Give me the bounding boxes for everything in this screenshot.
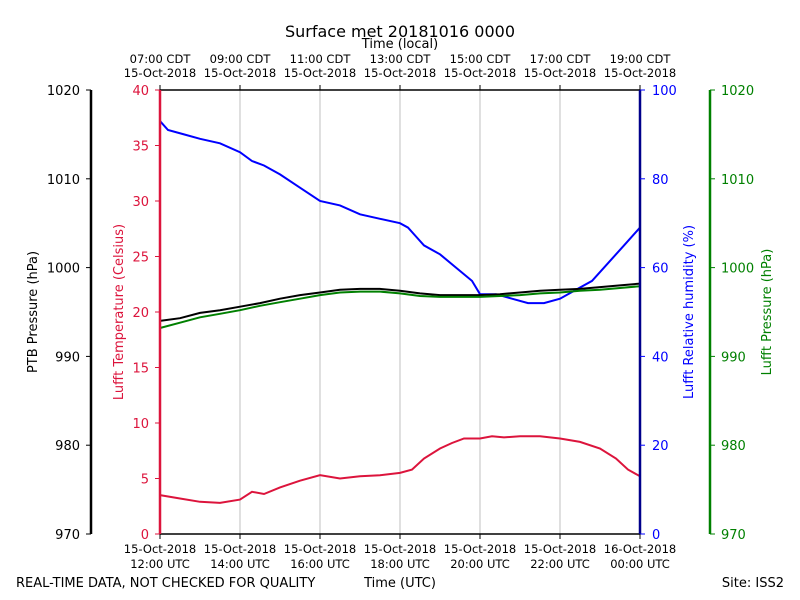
local-date-label: 15-Oct-2018	[284, 66, 356, 80]
temperature-tick-label: 25	[132, 251, 149, 266]
ptb-pressure-line	[159, 282, 641, 322]
plot-frame	[89, 89, 712, 535]
utc-date-label: 16-Oct-2018	[604, 542, 676, 556]
local-date-label: 15-Oct-2018	[444, 66, 516, 80]
ptb-pressure-axis-label: PTB Pressure (hPa)	[26, 251, 41, 373]
temperature-tick-label: 15	[132, 362, 149, 377]
temperature-tick-label: 35	[132, 140, 149, 155]
lufft-relative-humidity-line	[159, 120, 641, 305]
lufft_pressure-tick-label: 1000	[721, 262, 754, 277]
humidity-tick-label: 80	[652, 173, 669, 188]
ptb_pressure-tick-label: 1020	[47, 84, 80, 99]
utc-time-label: 00:00 UTC	[610, 557, 670, 571]
ptb_pressure-tick-label: 1010	[47, 173, 80, 188]
bottom-axis-title: Time (UTC)	[363, 576, 436, 591]
lufft-pressure-line	[159, 285, 641, 329]
utc-time-label: 12:00 UTC	[130, 557, 190, 571]
ptb_pressure-tick-label: 990	[55, 350, 80, 365]
local-time-label: 11:00 CDT	[290, 52, 352, 66]
data-series	[159, 120, 641, 504]
lufft_pressure-tick-label: 1020	[721, 84, 754, 99]
utc-time-label: 16:00 UTC	[290, 557, 350, 571]
lufft_pressure-tick-label: 980	[721, 439, 746, 454]
top-axis-title: Time (local)	[361, 37, 438, 52]
local-time-label: 07:00 CDT	[130, 52, 192, 66]
temperature-tick-label: 10	[132, 417, 149, 432]
lufft_pressure-tick-label: 990	[721, 350, 746, 365]
temperature-tick-label: 40	[132, 84, 149, 99]
temperature-axis-label: Lufft Temperature (Celsius)	[112, 224, 127, 400]
humidity-tick-label: 40	[652, 350, 669, 365]
local-date-label: 15-Oct-2018	[364, 66, 436, 80]
utc-time-label: 14:00 UTC	[210, 557, 270, 571]
humidity-axis-label: Lufft Relative humidity (%)	[682, 225, 697, 399]
utc-date-label: 15-Oct-2018	[284, 542, 356, 556]
utc-date-label: 15-Oct-2018	[444, 542, 516, 556]
local-date-label: 15-Oct-2018	[604, 66, 676, 80]
temperature-tick-label: 0	[141, 528, 149, 543]
local-time-label: 17:00 CDT	[530, 52, 592, 66]
lufft-temperature-line	[159, 435, 641, 504]
humidity-tick-label: 0	[652, 528, 660, 543]
lufft_pressure-tick-label: 1010	[721, 173, 754, 188]
local-time-label: 13:00 CDT	[370, 52, 432, 66]
humidity-tick-label: 20	[652, 439, 669, 454]
utc-time-label: 20:00 UTC	[450, 557, 510, 571]
lufft-pressure-axis-label: Lufft Pressure (hPa)	[760, 249, 775, 376]
site-label: Site: ISS2	[722, 576, 784, 591]
local-date-label: 15-Oct-2018	[204, 66, 276, 80]
ptb_pressure-tick-label: 970	[55, 528, 80, 543]
quality-disclaimer: REAL-TIME DATA, NOT CHECKED FOR QUALITY	[16, 576, 315, 591]
ptb_pressure-tick-label: 1000	[47, 262, 80, 277]
local-time-label: 19:00 CDT	[610, 52, 672, 66]
humidity-tick-label: 60	[652, 262, 669, 277]
lufft_pressure-tick-label: 970	[721, 528, 746, 543]
ptb_pressure-tick-label: 980	[55, 439, 80, 454]
axes: 970 980 990 1000 1010 1020 0 5 10 15 20 25 30 35 40 0 20…	[47, 52, 754, 571]
chart-title: Surface met 20181016 0000	[285, 22, 515, 41]
humidity-tick-label: 100	[652, 84, 677, 99]
local-date-label: 15-Oct-2018	[524, 66, 596, 80]
local-time-label: 15:00 CDT	[450, 52, 512, 66]
local-date-label: 15-Oct-2018	[124, 66, 196, 80]
temperature-tick-label: 30	[132, 195, 149, 210]
utc-date-label: 15-Oct-2018	[524, 542, 596, 556]
gridlines	[239, 90, 561, 534]
temperature-tick-label: 20	[132, 306, 149, 321]
utc-date-label: 15-Oct-2018	[204, 542, 276, 556]
utc-time-label: 22:00 UTC	[530, 557, 590, 571]
utc-time-label: 18:00 UTC	[370, 557, 430, 571]
local-time-label: 09:00 CDT	[210, 52, 272, 66]
temperature-tick-label: 5	[141, 473, 149, 488]
utc-date-label: 15-Oct-2018	[364, 542, 436, 556]
utc-date-label: 15-Oct-2018	[124, 542, 196, 556]
